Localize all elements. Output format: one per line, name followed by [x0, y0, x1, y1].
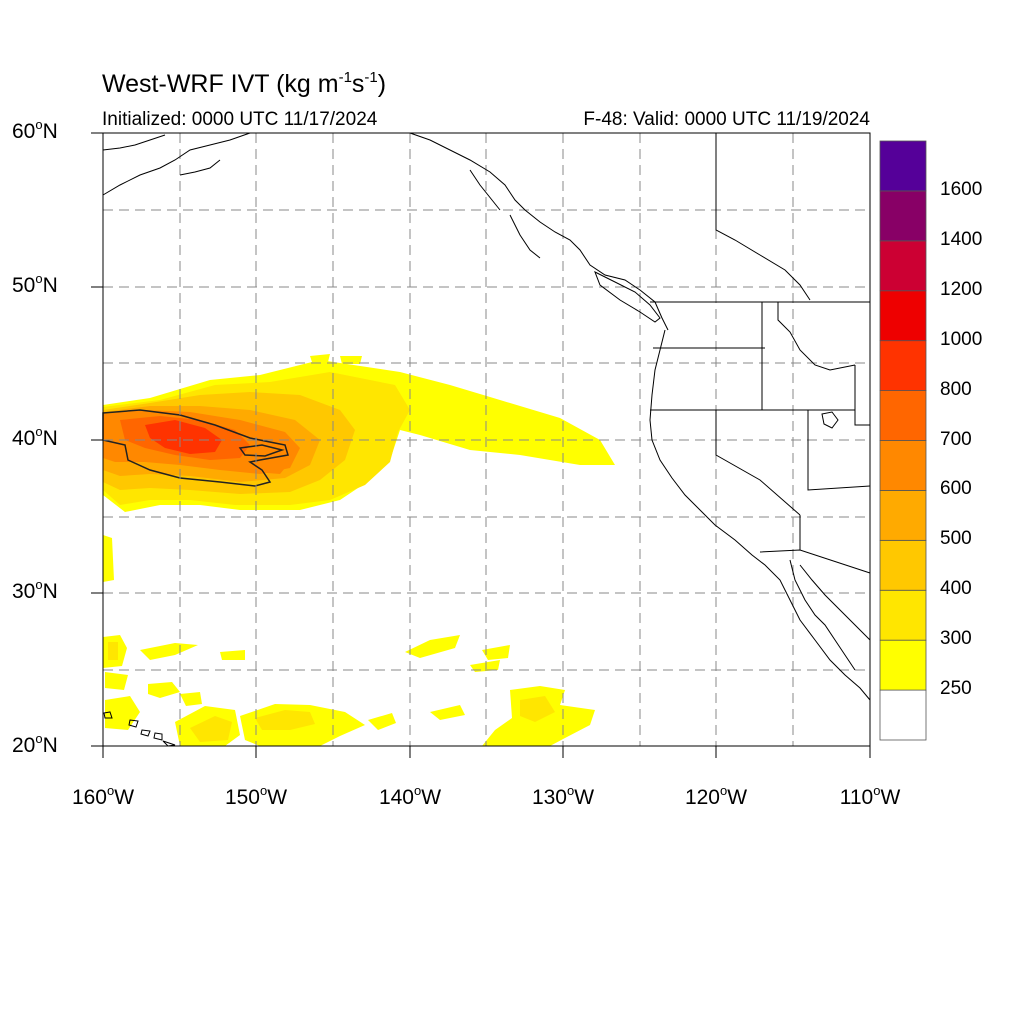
initialized-time: Initialized: 0000 UTC 11/17/2024	[102, 109, 378, 130]
colorbar-tick-label: 1400	[940, 228, 983, 250]
valid-time: F-48: Valid: 0000 UTC 11/19/2024	[583, 109, 870, 130]
colorbar-bin	[879, 689, 927, 741]
colorbar	[879, 140, 927, 741]
colorbar-tick-label: 1600	[940, 178, 983, 200]
colorbar-tick-label: 800	[940, 378, 972, 400]
map-frame	[91, 132, 871, 758]
ivt-contour-line	[102, 409, 289, 487]
colorbar-bin	[879, 340, 927, 391]
lon-label-140w: 140oW	[378, 783, 442, 809]
title-text-mid: s	[351, 70, 365, 98]
colorbar-bin	[879, 140, 927, 192]
colorbar-bin	[879, 240, 927, 292]
colorbar-tick-label: 1200	[940, 278, 983, 300]
colorbar-bin	[879, 490, 927, 541]
lon-label-150w: 150oW	[224, 783, 288, 809]
colorbar-tick-label: 600	[940, 478, 972, 500]
colorbar-bin	[879, 539, 927, 591]
colorbar-tick-label: 400	[940, 578, 972, 600]
lat-label-20n: 20oN	[12, 731, 58, 757]
lat-label-50n: 50oN	[12, 271, 58, 297]
colorbar-tick-label: 300	[940, 628, 972, 650]
state-borders	[650, 133, 871, 574]
colorbar-bin	[879, 440, 927, 491]
lon-label-120w: 120oW	[684, 783, 748, 809]
coastlines	[102, 132, 871, 747]
colorbar-bin	[879, 190, 927, 242]
title-text: West-WRF IVT (kg m	[102, 70, 339, 98]
lat-label-30n: 30oN	[12, 577, 58, 603]
title-text-end: )	[377, 70, 387, 98]
colorbar-bin	[879, 589, 927, 641]
colorbar-bin	[879, 639, 927, 691]
colorbar-tick-label: 250	[940, 678, 972, 700]
lon-label-160w: 160oW	[71, 783, 135, 809]
lat-label-40n: 40oN	[12, 424, 58, 450]
colorbar-bin	[879, 290, 927, 342]
colorbar-tick-label: 500	[940, 528, 972, 550]
map-title: West-WRF IVT (kg m-1s-1)	[102, 69, 387, 99]
lat-label-60n: 60oN	[12, 117, 58, 143]
colorbar-tick-label: 1000	[940, 328, 983, 350]
graticule	[103, 133, 870, 746]
lon-label-130w: 130oW	[531, 783, 595, 809]
colorbar-tick-label: 700	[940, 428, 972, 450]
lon-label-110w: 110oW	[839, 783, 901, 809]
title-exponent-2: -1	[364, 69, 378, 86]
colorbar-bin	[879, 390, 927, 441]
title-exponent-1: -1	[338, 69, 352, 86]
